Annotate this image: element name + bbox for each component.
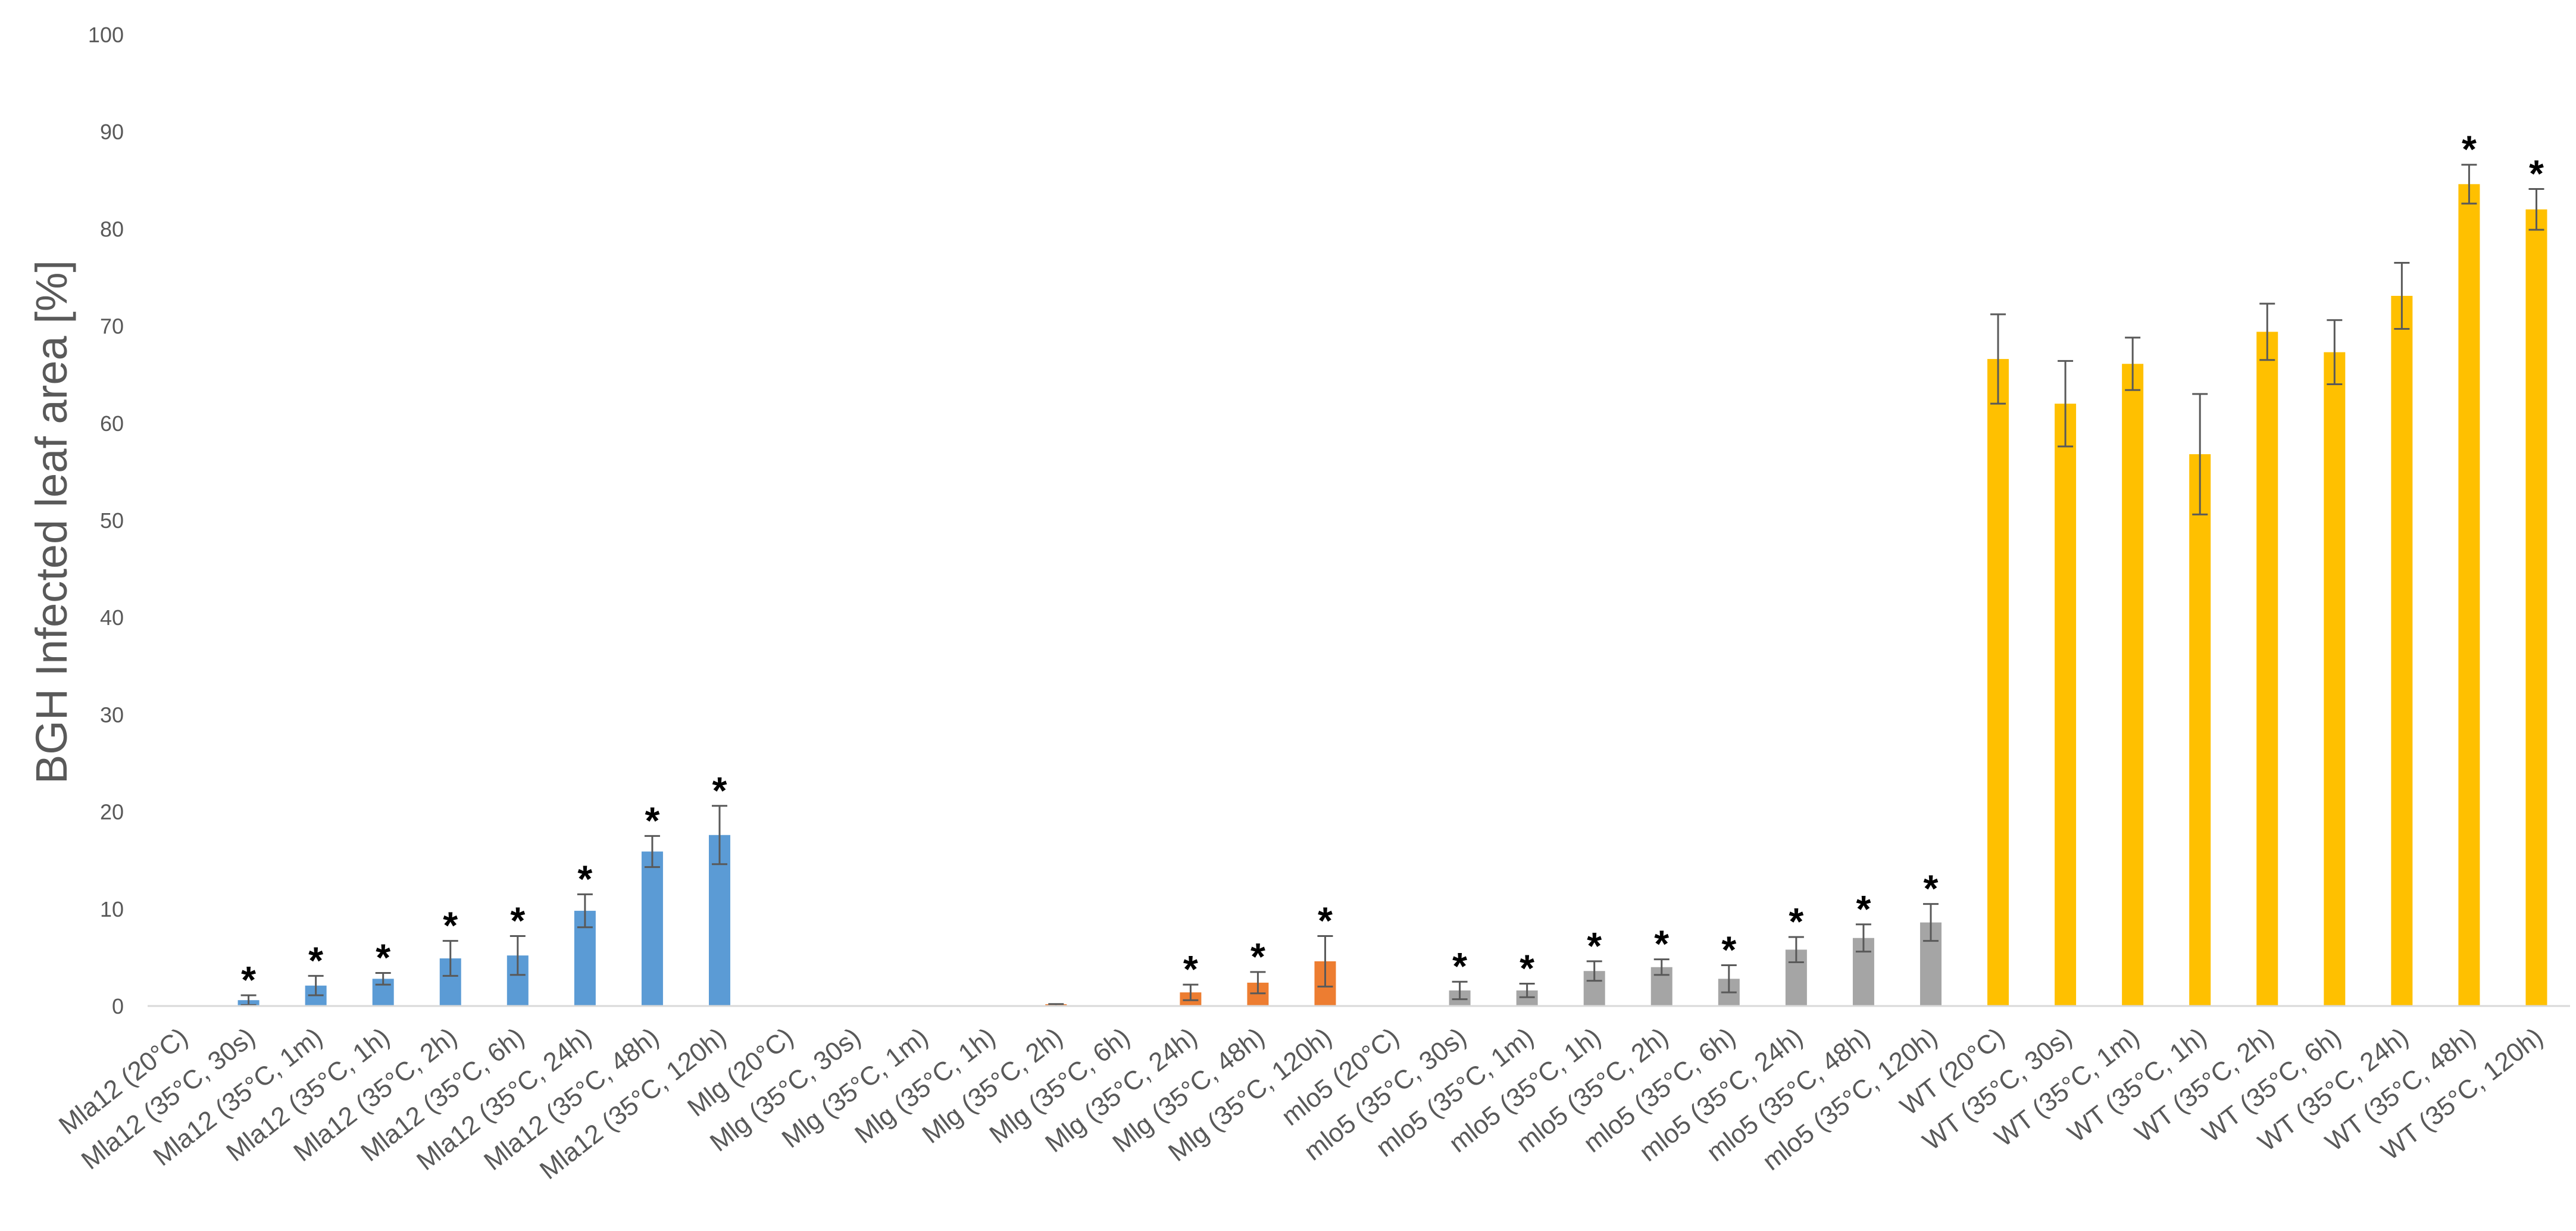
error-bar xyxy=(1183,983,1199,1001)
y-tick-label: 50 xyxy=(100,508,124,533)
significance-star: * xyxy=(376,936,390,979)
y-tick-label: 90 xyxy=(100,120,124,144)
significance-star: * xyxy=(1318,899,1333,942)
error-bar xyxy=(1653,958,1670,976)
significance-star: * xyxy=(1587,924,1602,967)
y-tick-label: 0 xyxy=(112,994,124,1018)
significance-star: * xyxy=(1520,946,1534,989)
error-bar xyxy=(2259,302,2275,361)
error-bar xyxy=(509,935,526,976)
significance-star: * xyxy=(1856,888,1871,930)
significance-star: * xyxy=(1452,945,1467,988)
significance-star: * xyxy=(2462,128,2477,171)
y-tick-label: 10 xyxy=(100,897,124,921)
y-tick-label: 20 xyxy=(100,800,124,824)
y-tick-label: 80 xyxy=(100,217,124,241)
error-bar xyxy=(1452,980,1468,1001)
error-bar xyxy=(644,835,660,868)
error-bar xyxy=(2327,319,2343,386)
bar xyxy=(2055,404,2077,1006)
error-bar xyxy=(1990,313,2006,405)
bar xyxy=(2458,184,2480,1006)
x-axis-labels: Mla12 (20°C)Mla12 (35°C, 30s)Mla12 (35°C… xyxy=(54,1022,2549,1185)
y-axis-ticks: 0 10 20 30 40 50 60 70 80 90 100 xyxy=(88,23,124,1018)
significance-star: * xyxy=(1183,948,1198,991)
y-tick-label: 100 xyxy=(88,23,124,47)
error-bar xyxy=(375,972,391,986)
bar xyxy=(1987,359,2009,1006)
error-bar xyxy=(2461,164,2477,205)
y-axis-title: BGH Infected leaf area [%] xyxy=(27,260,76,784)
significance-star: * xyxy=(577,857,592,900)
error-bar xyxy=(442,940,458,977)
bar xyxy=(2525,209,2547,1006)
error-bar xyxy=(1250,971,1266,995)
error-bar xyxy=(1586,960,1602,982)
significance-star: * xyxy=(1721,928,1736,971)
error-bar xyxy=(2058,360,2074,448)
error-bar xyxy=(711,805,727,866)
error-bar xyxy=(1855,923,1871,953)
significance-star: * xyxy=(1789,900,1803,943)
significance-star: * xyxy=(645,799,659,842)
significance-star: * xyxy=(1251,935,1265,978)
error-bar xyxy=(240,994,257,1006)
bar xyxy=(2256,332,2278,1006)
y-tick-label: 30 xyxy=(100,702,124,727)
error-bar xyxy=(2125,336,2141,391)
significance-star: * xyxy=(443,904,458,947)
error-bars-layer xyxy=(240,164,2544,1007)
significance-star: * xyxy=(1654,923,1669,966)
error-bar xyxy=(2528,188,2544,231)
error-bar xyxy=(1788,936,1804,964)
significance-star: * xyxy=(712,769,727,812)
error-bar xyxy=(2192,393,2208,515)
error-bar xyxy=(1519,982,1535,998)
bar xyxy=(2391,296,2413,1006)
y-tick-label: 40 xyxy=(100,605,124,630)
error-bar xyxy=(1721,964,1737,993)
bar xyxy=(2122,364,2144,1006)
y-tick-label: 60 xyxy=(100,411,124,436)
bar xyxy=(2324,352,2346,1006)
significance-star: * xyxy=(510,899,525,942)
error-bar xyxy=(577,893,593,929)
error-bar xyxy=(1922,903,1939,942)
error-bar xyxy=(2394,262,2410,330)
bar xyxy=(2189,454,2211,1006)
y-tick-label: 70 xyxy=(100,314,124,339)
significance-markers-layer: * * * * * * * * * * * * * * * * * * * * * xyxy=(241,128,2544,1001)
error-bar xyxy=(1317,935,1333,988)
bar xyxy=(641,851,663,1006)
error-bar xyxy=(308,974,324,996)
significance-star: * xyxy=(2529,152,2544,195)
significance-star: * xyxy=(308,939,323,982)
significance-star: * xyxy=(241,958,256,1001)
significance-star: * xyxy=(1924,867,1939,910)
